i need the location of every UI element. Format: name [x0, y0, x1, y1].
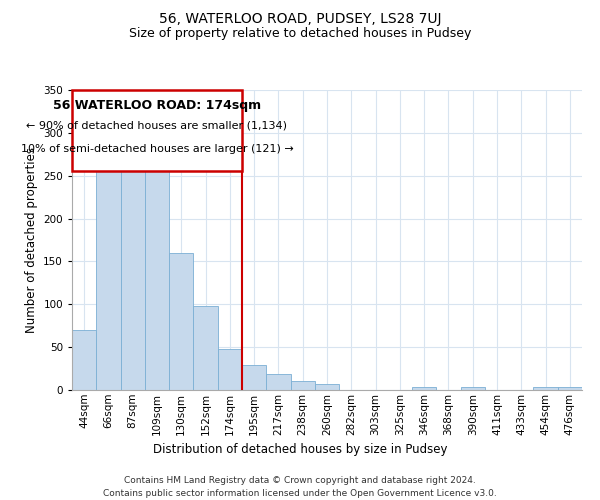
- Text: Distribution of detached houses by size in Pudsey: Distribution of detached houses by size …: [153, 442, 447, 456]
- Bar: [558, 388, 582, 390]
- Text: ← 90% of detached houses are smaller (1,134): ← 90% of detached houses are smaller (1,…: [26, 120, 287, 130]
- Bar: [96, 167, 121, 390]
- Bar: [412, 388, 436, 390]
- Text: Contains HM Land Registry data © Crown copyright and database right 2024.: Contains HM Land Registry data © Crown c…: [124, 476, 476, 485]
- Text: 56, WATERLOO ROAD, PUDSEY, LS28 7UJ: 56, WATERLOO ROAD, PUDSEY, LS28 7UJ: [159, 12, 441, 26]
- Bar: [461, 388, 485, 390]
- Bar: [169, 253, 193, 390]
- Bar: [290, 382, 315, 390]
- Y-axis label: Number of detached properties: Number of detached properties: [25, 147, 38, 333]
- Bar: [145, 163, 169, 390]
- Text: 56 WATERLOO ROAD: 174sqm: 56 WATERLOO ROAD: 174sqm: [53, 99, 261, 112]
- Text: Contains public sector information licensed under the Open Government Licence v3: Contains public sector information licen…: [103, 489, 497, 498]
- Bar: [533, 388, 558, 390]
- FancyBboxPatch shape: [72, 90, 242, 171]
- Text: 10% of semi-detached houses are larger (121) →: 10% of semi-detached houses are larger (…: [20, 144, 293, 154]
- Bar: [315, 384, 339, 390]
- Bar: [266, 374, 290, 390]
- Bar: [72, 330, 96, 390]
- Bar: [193, 306, 218, 390]
- Bar: [121, 137, 145, 390]
- Bar: [242, 365, 266, 390]
- Text: Size of property relative to detached houses in Pudsey: Size of property relative to detached ho…: [129, 28, 471, 40]
- Bar: [218, 349, 242, 390]
